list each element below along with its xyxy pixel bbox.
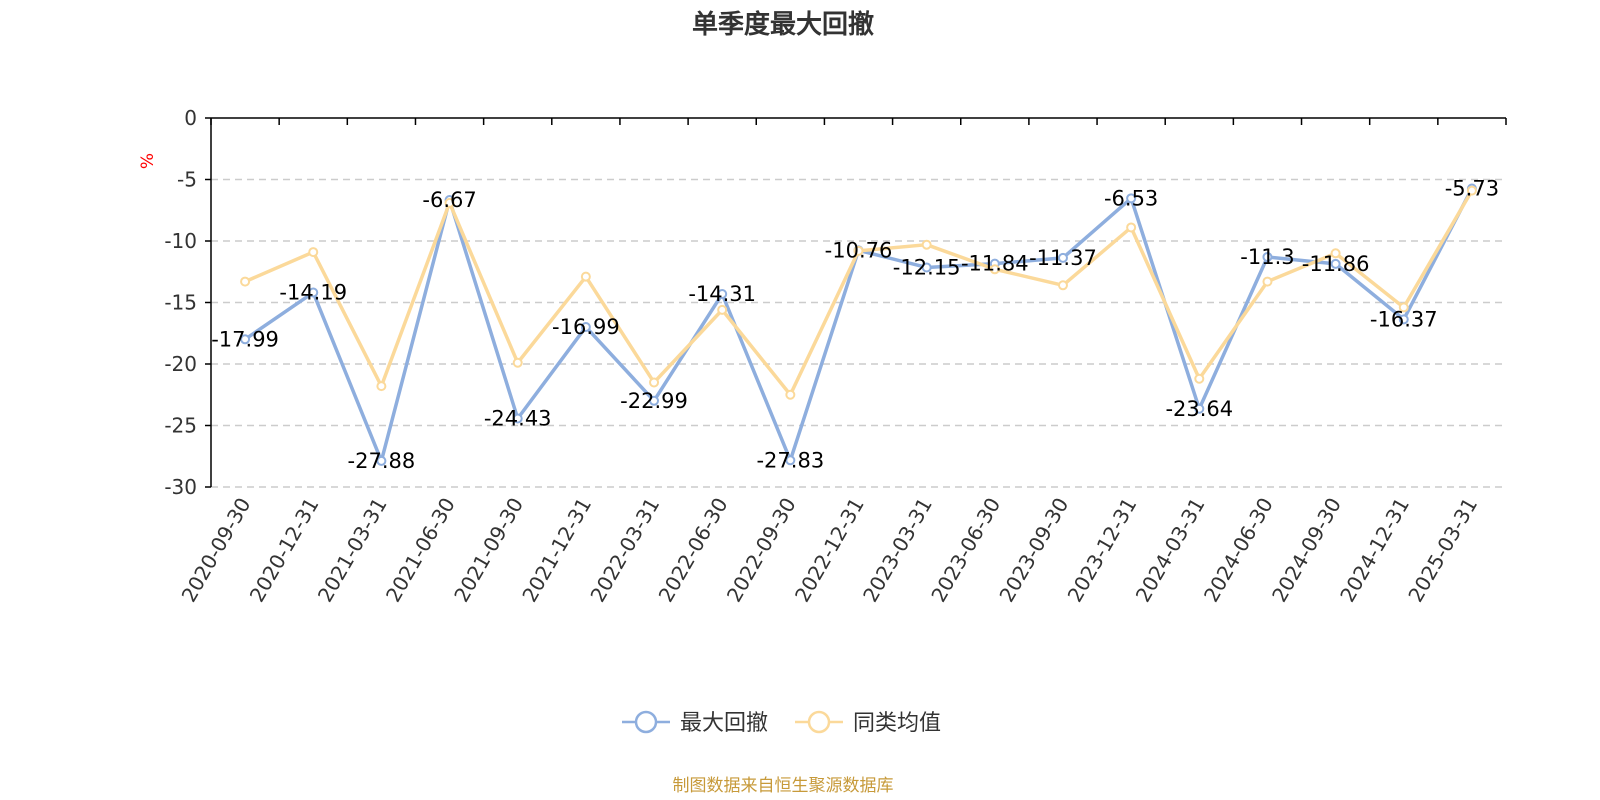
x-tick-label: 2021-06-30 xyxy=(381,493,460,606)
data-label: -6.67 xyxy=(422,188,476,212)
data-point-series-2 xyxy=(1126,222,1137,233)
data-label: -11.84 xyxy=(961,252,1029,276)
data-point-series-2 xyxy=(376,381,387,392)
y-tick-label: -30 xyxy=(164,475,197,499)
data-label: -14.31 xyxy=(688,282,756,306)
data-point-series-1 xyxy=(1398,314,1409,325)
data-label: -27.88 xyxy=(348,449,416,473)
data-point-series-2 xyxy=(1330,248,1341,259)
x-tick-label: 2022-03-31 xyxy=(585,494,664,607)
data-label: -11.3 xyxy=(1240,245,1294,269)
legend-label: 最大回撤 xyxy=(680,711,768,736)
series-lines xyxy=(240,183,1477,466)
data-label: -17.99 xyxy=(211,327,279,351)
data-point-series-2 xyxy=(444,197,455,208)
data-point-series-1 xyxy=(1194,403,1205,414)
legend-label: 同类均值 xyxy=(853,711,941,736)
y-tick-label: -20 xyxy=(164,352,197,376)
data-point-series-1 xyxy=(240,334,251,345)
legend: 最大回撤 同类均值 xyxy=(622,710,941,736)
data-point-series-2 xyxy=(717,304,728,315)
data-label: -22.99 xyxy=(620,389,688,413)
grid-lines xyxy=(211,178,1506,488)
data-point-series-2 xyxy=(240,276,251,287)
data-point-series-2 xyxy=(1398,302,1409,313)
data-point-series-1 xyxy=(1330,258,1341,269)
x-tick-label: 2021-03-31 xyxy=(313,494,392,607)
data-point-series-1 xyxy=(512,413,523,424)
data-label: -14.19 xyxy=(279,281,347,305)
data-label: -12.15 xyxy=(893,255,961,279)
legend-item-1[interactable]: 最大回撤 xyxy=(622,710,768,736)
y-tick-label: -10 xyxy=(164,229,197,253)
data-label: -11.86 xyxy=(1302,252,1370,276)
legend-circle-icon xyxy=(634,710,658,734)
data-point-series-2 xyxy=(853,245,864,256)
x-tick-label: 2023-03-31 xyxy=(858,494,937,607)
data-point-series-2 xyxy=(1466,185,1477,196)
series-line-1 xyxy=(244,187,1474,463)
data-label: -23.64 xyxy=(1165,397,1233,421)
y-axis-unit-label: % xyxy=(138,153,158,169)
data-point-series-2 xyxy=(1262,276,1273,287)
data-label: -6.53 xyxy=(1104,186,1158,210)
data-point-series-1 xyxy=(921,262,932,273)
data-point-series-2 xyxy=(580,271,591,282)
data-label: -16.99 xyxy=(552,315,620,339)
x-tick-label: 2024-09-30 xyxy=(1267,494,1346,607)
x-tick-label: 2024-12-31 xyxy=(1335,494,1414,607)
data-label: -5.73 xyxy=(1445,176,1499,200)
data-point-series-2 xyxy=(1057,280,1068,291)
y-tick-label: -15 xyxy=(164,291,197,315)
data-point-series-1 xyxy=(717,289,728,300)
data-point-series-1 xyxy=(649,395,660,406)
data-label: -27.83 xyxy=(756,448,824,472)
data-label: -16.37 xyxy=(1370,307,1438,331)
data-point-series-1 xyxy=(376,455,387,466)
x-tick-label: 2023-12-31 xyxy=(1063,494,1142,607)
data-point-series-1 xyxy=(580,321,591,332)
data-point-series-2 xyxy=(649,377,660,388)
y-tick-label: 0 xyxy=(184,106,197,130)
data-labels: -17.99-14.19 -27.88 -6.67 -24.43 -16.99 -22.9… xyxy=(211,176,1499,472)
x-tick-label: 2020-09-30 xyxy=(177,494,256,607)
legend-item-2[interactable]: 同类均值 xyxy=(795,710,941,736)
x-tick-label: 2023-06-30 xyxy=(926,494,1005,607)
data-point-series-2 xyxy=(1194,373,1205,384)
data-point-series-1 xyxy=(1262,251,1273,262)
data-point-series-2 xyxy=(921,239,932,250)
chart-title: 单季度最大回撤 xyxy=(692,9,874,40)
data-point-series-1 xyxy=(308,287,319,298)
data-point-series-2 xyxy=(308,247,319,258)
data-point-series-1 xyxy=(1057,252,1068,263)
y-tick-label: -25 xyxy=(164,414,197,438)
data-label: -11.37 xyxy=(1029,246,1097,270)
data-point-series-1 xyxy=(785,455,796,466)
source-note: 制图数据来自恒生聚源数据库 xyxy=(673,776,894,796)
x-tick-label: 2021-09-30 xyxy=(449,494,528,607)
data-label: -10.76 xyxy=(825,238,893,262)
x-tick-label: 2025-03-31 xyxy=(1403,494,1482,607)
data-point-series-2 xyxy=(512,357,523,368)
data-point-series-2 xyxy=(989,264,1000,275)
x-tick-label: 2022-06-30 xyxy=(654,494,733,607)
x-tick-label: 2022-12-31 xyxy=(790,494,869,607)
x-tick-label: 2024-03-31 xyxy=(1131,494,1210,607)
x-tick-label: 2022-09-30 xyxy=(722,494,801,607)
x-tick-label: 2023-09-30 xyxy=(994,494,1073,607)
data-point-series-1 xyxy=(1126,193,1137,204)
legend-circle-icon xyxy=(807,710,831,734)
x-tick-label: 2024-06-30 xyxy=(1199,494,1278,607)
y-tick-label: -5 xyxy=(177,168,197,192)
x-tick-label: 2021-12-31 xyxy=(517,494,596,607)
data-label: -24.43 xyxy=(484,406,552,430)
x-tick-label: 2020-12-31 xyxy=(245,494,324,607)
data-point-series-2 xyxy=(785,389,796,400)
